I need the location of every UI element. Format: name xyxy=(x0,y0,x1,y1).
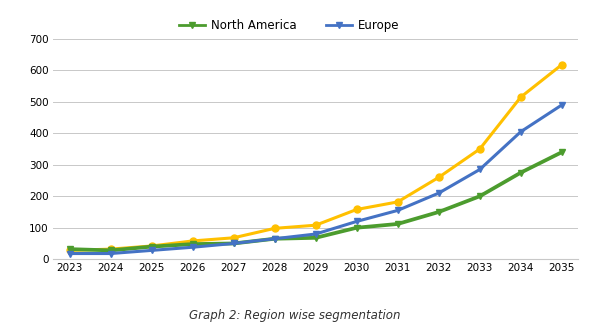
Line: North America: North America xyxy=(66,149,565,254)
Line: Europe: Europe xyxy=(66,101,565,257)
Europe xyxy=(353,219,360,223)
North America xyxy=(66,247,73,251)
North America xyxy=(394,222,401,226)
North America xyxy=(353,226,360,230)
Legend: North America, Europe: North America, Europe xyxy=(175,14,404,36)
Europe xyxy=(66,252,73,256)
Europe xyxy=(312,232,319,236)
North America xyxy=(476,194,483,198)
North America xyxy=(107,249,114,252)
North America xyxy=(230,241,237,245)
North America xyxy=(312,236,319,240)
Europe xyxy=(435,191,442,195)
North America xyxy=(517,171,525,175)
Europe xyxy=(476,168,483,171)
Europe xyxy=(148,249,155,252)
Europe xyxy=(558,103,565,107)
North America xyxy=(189,242,196,246)
Europe xyxy=(394,208,401,212)
Europe xyxy=(230,241,237,245)
Europe xyxy=(517,130,525,134)
Text: Graph 2: Region wise segmentation: Graph 2: Region wise segmentation xyxy=(189,309,401,322)
Europe xyxy=(189,245,196,249)
Europe xyxy=(107,252,114,256)
North America xyxy=(435,210,442,214)
Europe xyxy=(271,237,278,241)
North America xyxy=(558,150,565,154)
North America xyxy=(271,237,278,241)
North America xyxy=(148,245,155,249)
